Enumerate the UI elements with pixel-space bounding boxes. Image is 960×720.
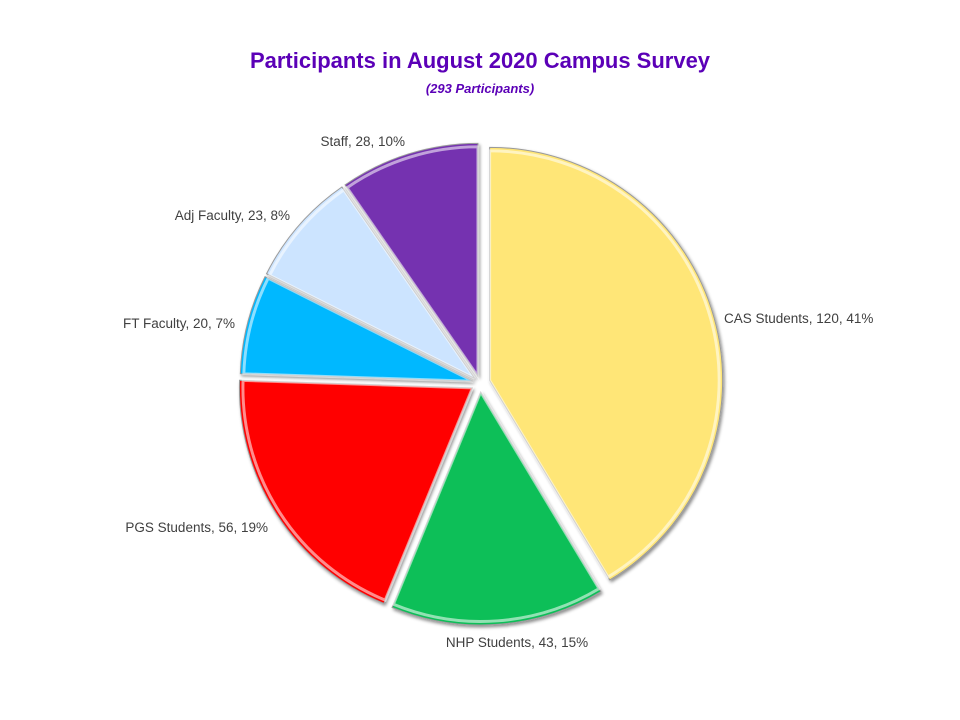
data-label-pgs-students: PGS Students, 56, 19% (125, 520, 268, 535)
chart-title: Participants in August 2020 Campus Surve… (249, 48, 711, 73)
pie-slice-cas-students (488, 146, 724, 581)
data-label-ft-faculty: FT Faculty, 20, 7% (123, 316, 235, 331)
pie-slice-pgs-students (238, 378, 475, 605)
data-label-cas-students: CAS Students, 120, 41% (724, 311, 873, 326)
data-label-adj-faculty: Adj Faculty, 23, 8% (175, 208, 290, 223)
pie-slice-staff (344, 142, 480, 382)
data-label-staff: Staff, 28, 10% (320, 134, 405, 149)
chart-subtitle: (293 Participants) (425, 81, 535, 96)
pie-slice-ft-faculty (239, 275, 474, 383)
pie-slice-nhp-students (391, 388, 602, 626)
data-label-nhp-students: NHP Students, 43, 15% (446, 635, 588, 650)
pie-slice-adj-faculty (265, 186, 476, 380)
